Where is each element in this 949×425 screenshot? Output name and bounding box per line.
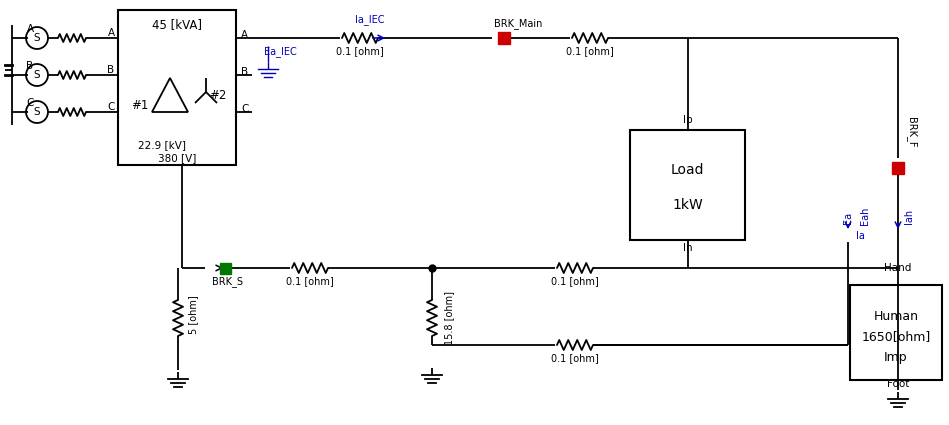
- Text: 1kW: 1kW: [672, 198, 703, 212]
- Text: 380 [V]: 380 [V]: [158, 153, 196, 163]
- Text: C: C: [241, 104, 249, 114]
- Text: Ip: Ip: [683, 115, 693, 125]
- Text: BRK_F: BRK_F: [906, 117, 917, 147]
- Text: B: B: [27, 61, 33, 71]
- Bar: [630, 130, 745, 240]
- Text: 0.1 [ohm]: 0.1 [ohm]: [551, 353, 599, 363]
- Text: Ia_IEC: Ia_IEC: [355, 14, 384, 26]
- Text: Ea: Ea: [843, 212, 853, 224]
- Text: 0.1 [ohm]: 0.1 [ohm]: [287, 276, 334, 286]
- Text: Foot: Foot: [886, 379, 909, 389]
- Bar: [118, 10, 236, 165]
- Text: 0.1 [ohm]: 0.1 [ohm]: [551, 276, 599, 286]
- Text: S: S: [33, 107, 40, 117]
- Text: Eah: Eah: [860, 207, 870, 225]
- Text: B: B: [241, 67, 248, 77]
- Text: S: S: [33, 33, 40, 43]
- Text: S: S: [33, 70, 40, 80]
- Bar: [498, 32, 510, 44]
- Text: Load: Load: [671, 163, 704, 177]
- Bar: [892, 162, 904, 174]
- Text: 0.1 [ohm]: 0.1 [ohm]: [336, 46, 384, 56]
- Text: BRK_Main: BRK_Main: [494, 19, 543, 29]
- Text: 0.1 [ohm]: 0.1 [ohm]: [567, 46, 614, 56]
- Text: In: In: [683, 243, 693, 253]
- Text: Imp: Imp: [884, 351, 908, 363]
- Bar: [850, 285, 942, 380]
- Text: BRK_S: BRK_S: [213, 277, 244, 287]
- Text: C: C: [107, 102, 115, 112]
- Text: Ia: Ia: [856, 231, 865, 241]
- Text: Hand: Hand: [884, 263, 912, 273]
- Text: 5 [ohm]: 5 [ohm]: [188, 296, 198, 334]
- Text: #2: #2: [210, 88, 227, 102]
- Text: C: C: [27, 98, 33, 108]
- Text: Human: Human: [873, 309, 919, 323]
- Text: A: A: [107, 28, 115, 38]
- Text: Iah: Iah: [904, 208, 914, 224]
- Text: B: B: [107, 65, 115, 75]
- Bar: [220, 263, 232, 274]
- Text: Ea_IEC: Ea_IEC: [264, 47, 297, 57]
- Text: 1650[ohm]: 1650[ohm]: [862, 331, 931, 343]
- Text: A: A: [27, 24, 33, 34]
- Text: 15.8 [ohm]: 15.8 [ohm]: [444, 291, 454, 345]
- Text: #1: #1: [131, 99, 149, 111]
- Text: A: A: [241, 30, 248, 40]
- Text: 22.9 [kV]: 22.9 [kV]: [138, 140, 186, 150]
- Text: 45 [kVA]: 45 [kVA]: [152, 19, 202, 31]
